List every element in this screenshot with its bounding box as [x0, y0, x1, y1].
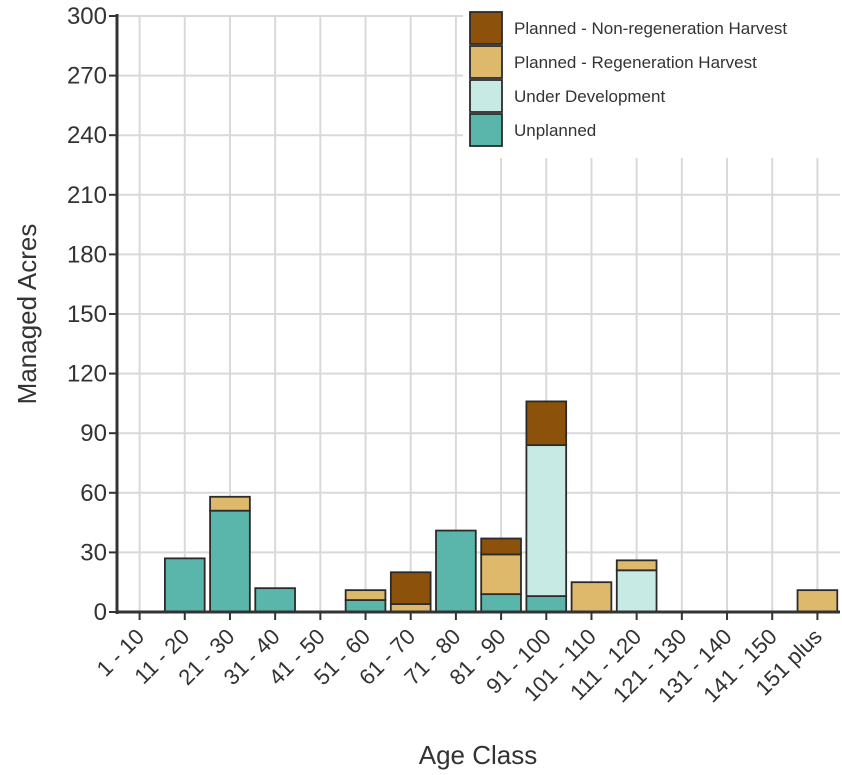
bar-segment: [570, 581, 613, 613]
bar-segment: [435, 529, 477, 613]
bar-segment: [615, 569, 658, 613]
y-tick-label: 240: [67, 122, 107, 149]
legend: Planned - Non-regeneration Harvest Planne…: [463, 10, 841, 158]
y-tick-label: 30: [80, 539, 107, 566]
bar-segment: [344, 599, 387, 613]
y-tick-label: 120: [67, 361, 107, 388]
gridlines: [117, 15, 840, 612]
bar-segment: [344, 589, 387, 601]
y-tick-label: 0: [94, 599, 107, 626]
legend-label: Unplanned: [514, 121, 596, 140]
y-tick-label: 270: [67, 63, 107, 90]
legend-swatch: [469, 11, 503, 45]
legend-swatch: [469, 45, 503, 79]
bar-segment: [615, 559, 658, 572]
legend-background: [463, 10, 841, 158]
legend-swatch: [469, 79, 503, 113]
legend-swatch: [469, 113, 503, 147]
bar-segment: [525, 400, 568, 447]
y-tick-label: 60: [80, 480, 107, 507]
y-tick-label: 300: [67, 3, 107, 30]
legend-label: Planned - Non-regeneration Harvest: [514, 19, 787, 38]
y-axis-title: Managed Acres: [12, 224, 42, 405]
y-tick-label: 90: [80, 420, 107, 447]
bar-segment: [209, 495, 251, 512]
bar-segment: [525, 444, 568, 598]
bar-segment: [480, 553, 522, 596]
legend-label: Planned - Regeneration Harvest: [514, 53, 757, 72]
bar-segment: [254, 587, 296, 613]
bar-segment: [209, 509, 251, 613]
bar-segment: [480, 537, 522, 556]
y-tick-label: 210: [67, 182, 107, 209]
bar-segment: [163, 557, 206, 613]
legend-label: Under Development: [514, 87, 665, 106]
bar-segment: [480, 593, 522, 613]
x-axis-title: Age Class: [419, 740, 538, 770]
y-tick-labels: 0 30 60 90 120 150 180 210 240 270 300: [67, 3, 107, 626]
y-tick-label: 150: [67, 301, 107, 328]
bar-segment: [525, 595, 568, 613]
bar-segment: [796, 589, 839, 613]
bar-segment: [389, 571, 432, 605]
y-tick-label: 180: [67, 241, 107, 268]
axes: [109, 14, 840, 620]
bars: [163, 400, 839, 613]
